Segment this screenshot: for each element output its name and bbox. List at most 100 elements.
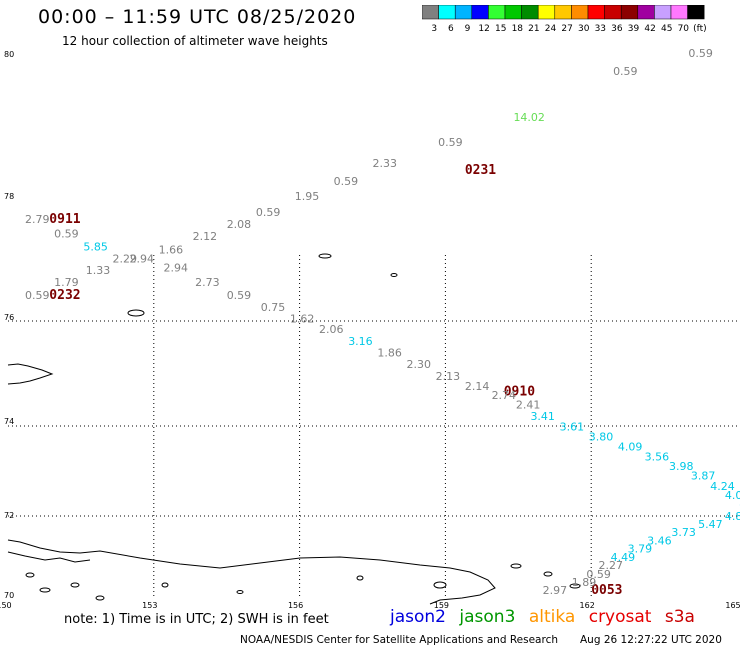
latitude-tick-label: 72	[4, 511, 14, 520]
wave-height-value: 0.59	[334, 175, 359, 188]
latitude-tick-label: 70	[4, 591, 14, 600]
legend-jason2: jason2	[390, 607, 446, 627]
coastline	[7, 253, 581, 605]
island	[543, 571, 553, 577]
wave-height-value: 3.61	[560, 421, 585, 434]
latitude-tick-label: 80	[4, 50, 14, 59]
wave-height-value: 2.27	[598, 559, 623, 572]
wave-height-value: 3.87	[691, 469, 716, 482]
color-scale-label: 15	[495, 24, 506, 34]
wave-height-value: 2.79	[25, 213, 50, 226]
wave-height-value: 2.33	[373, 157, 398, 170]
wave-height-value: 3.98	[669, 460, 694, 473]
wave-height-value: 4.83	[725, 510, 740, 523]
longitude-tick-label: 159	[434, 601, 449, 610]
wave-height-value: 2.12	[193, 230, 218, 243]
wave-height-value: 2.08	[227, 218, 252, 231]
island	[433, 581, 447, 589]
wave-height-value: 1.33	[86, 264, 111, 277]
wave-height-value: 2.73	[195, 276, 220, 289]
wave-height-value: 3.41	[530, 410, 555, 423]
color-scale-label: 33	[595, 24, 606, 34]
wave-height-value: 0.59	[586, 568, 611, 581]
pass-time-label: 0910	[504, 384, 535, 399]
island	[39, 587, 51, 593]
wave-height-value: 2.14	[465, 380, 490, 393]
wave-height-value: 4.24	[710, 480, 735, 493]
map-title: 00:00 – 11:59 UTC 08/25/2020	[38, 6, 357, 28]
color-scale-label: 36	[611, 24, 623, 34]
wave-height-value: 0.59	[25, 289, 50, 302]
legend-s3a: s3a	[664, 607, 695, 627]
axis-ticks: 150 153 156 159 162 165 70 72 74 76 78 80	[0, 50, 740, 610]
color-scale-label: 27	[561, 24, 572, 34]
wave-height-value: 0.75	[261, 301, 286, 314]
island	[161, 582, 169, 588]
pass-time-label: 0053	[591, 583, 622, 598]
longitude-tick-label: 150	[0, 601, 12, 610]
pass-time-label: 0231	[465, 163, 496, 178]
longitude-tick-label: 165	[725, 601, 740, 610]
wave-height-value: 4.06	[725, 489, 740, 502]
color-scale-label: 3	[431, 24, 437, 34]
wave-height-value: 2.97	[543, 584, 568, 597]
wave-height-value: 2.74	[492, 389, 517, 402]
island	[127, 309, 145, 317]
wave-height-value: 1.66	[159, 243, 184, 256]
color-scale-bar: 3 6 9 12 15 18 21 24 27 30 33 36 39 42 45 70 (ft)	[422, 5, 707, 34]
wave-height-value: 5.85	[83, 240, 108, 253]
pass-time-label: 0232	[49, 288, 80, 303]
wave-height-value: 1.62	[290, 313, 315, 326]
wave-height-value: 2.94	[164, 262, 189, 275]
color-scale-label: 42	[644, 24, 655, 34]
wave-height-value: 0.59	[227, 289, 252, 302]
credit-text: NOAA/NESDIS Center for Satellite Applica…	[240, 634, 558, 646]
island	[95, 595, 105, 601]
wave-height-value: 3.73	[671, 526, 696, 539]
legend-cryosat: cryosat	[588, 607, 652, 627]
satellite-legend: jason2 jason3 altika cryosat s3a	[390, 607, 703, 627]
wave-height-value: 0.59	[256, 206, 280, 219]
island	[70, 582, 80, 588]
wave-height-value: 3.16	[348, 335, 373, 348]
wave-height-value: 2.13	[436, 370, 461, 383]
longitude-tick-label: 162	[580, 601, 595, 610]
wave-height-value: 3.56	[645, 451, 670, 464]
wave-height-value: 2.29	[112, 253, 136, 266]
map-subtitle: 12 hour collection of altimeter wave hei…	[62, 34, 328, 48]
color-swatch	[687, 5, 705, 20]
island	[569, 583, 581, 589]
wave-height-value: 1.79	[54, 276, 79, 289]
latitude-tick-label: 74	[4, 417, 14, 426]
island	[390, 273, 398, 277]
wave-height-value: 1.95	[295, 190, 320, 203]
color-scale-label: (ft)	[693, 24, 707, 34]
footer-note: note: 1) Time is in UTC; 2) SWH is in fe…	[64, 612, 329, 627]
island	[356, 575, 364, 581]
color-scale-label: 21	[528, 24, 539, 34]
wave-height-value: 2.94	[130, 253, 155, 266]
landmass-outline	[7, 363, 54, 385]
wave-height-value: 3.79	[628, 542, 653, 555]
wave-height-value: 2.30	[407, 358, 432, 371]
coast-detail	[7, 551, 91, 563]
wave-height-value: 0.59	[613, 65, 638, 78]
wave-height-value: 14.02	[513, 111, 545, 124]
wave-height-values: 2.790.595.852.292.941.661.331.790.592.94…	[25, 47, 740, 597]
color-scale-label: 45	[661, 24, 672, 34]
wave-height-value: 2.41	[516, 398, 541, 411]
wave-height-value: 4.49	[611, 551, 636, 564]
island	[25, 572, 35, 578]
longitude-tick-label: 156	[288, 601, 303, 610]
wave-height-value: 0.59	[688, 47, 713, 60]
wave-height-value: 1.89	[572, 576, 597, 589]
pass-time-labels: 0911 0232 0231 0910 0053	[49, 163, 622, 598]
legend-altika: altika	[528, 607, 576, 627]
island	[236, 590, 244, 594]
latitude-tick-label: 76	[4, 313, 14, 322]
latitude-tick-label: 78	[4, 192, 14, 201]
wave-height-value: 0.59	[438, 136, 463, 149]
wave-height-value: 2.06	[319, 323, 344, 336]
color-scale-label: 24	[545, 24, 557, 34]
color-scale-label: 9	[465, 24, 471, 34]
